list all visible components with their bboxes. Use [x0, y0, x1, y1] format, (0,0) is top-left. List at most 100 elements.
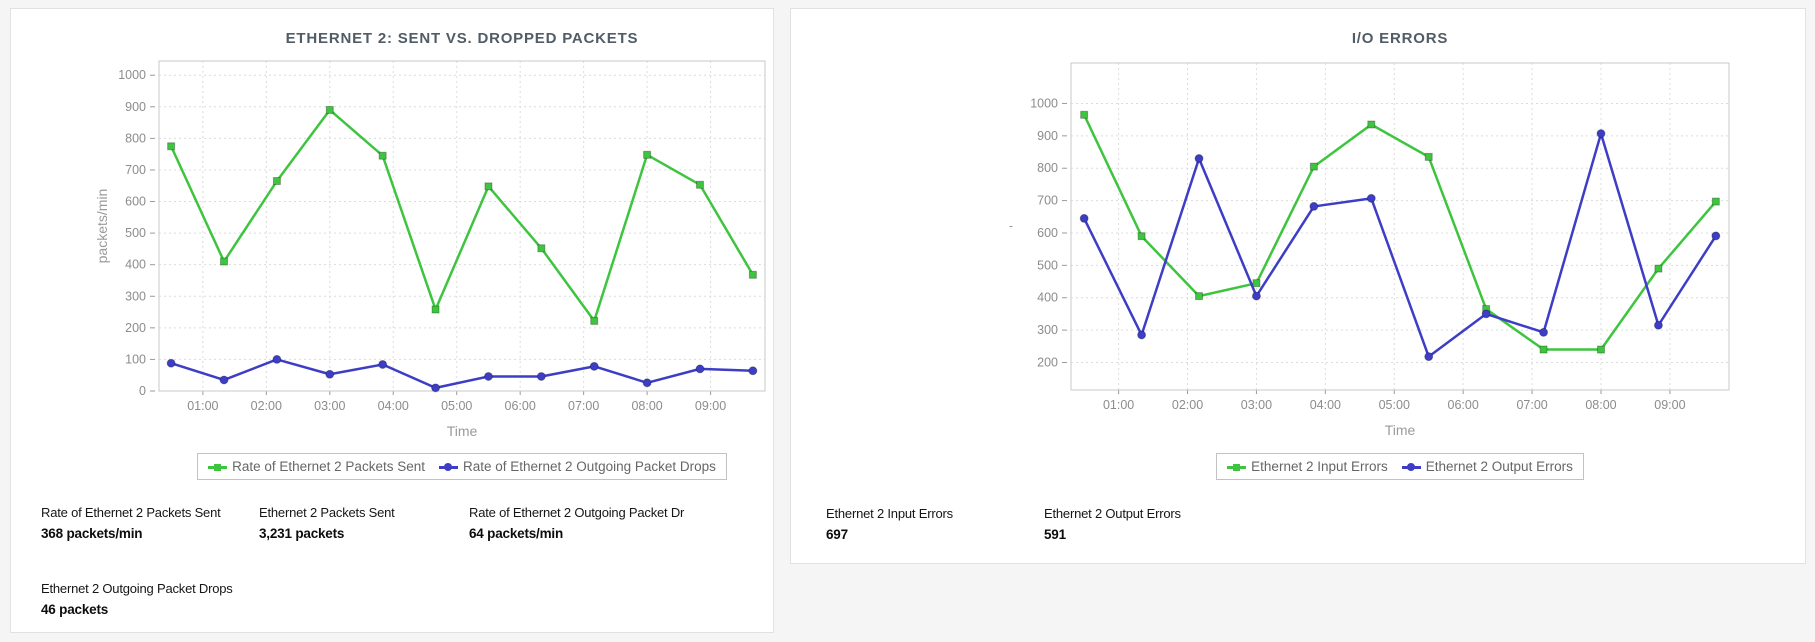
data-point-marker[interactable] — [748, 270, 757, 279]
data-point-marker[interactable] — [483, 371, 493, 381]
x-tick-label: 08:00 — [1585, 398, 1616, 412]
data-point-marker[interactable] — [590, 316, 599, 325]
y-tick-label: 400 — [125, 258, 146, 272]
data-point-marker[interactable] — [1539, 345, 1548, 354]
legend-item-packet-drops[interactable]: Rate of Ethernet 2 Outgoing Packet Drops — [438, 459, 716, 474]
data-point-marker[interactable] — [1080, 110, 1089, 119]
x-tick-label: 03:00 — [314, 399, 345, 413]
data-point-marker[interactable] — [431, 305, 440, 314]
panel-sent-vs-dropped: ETHERNET 2: SENT VS. DROPPED PACKETS 01:… — [10, 8, 774, 633]
data-point-marker[interactable] — [1252, 279, 1261, 288]
x-tick-label: 06:00 — [505, 399, 536, 413]
data-point-marker[interactable] — [1596, 129, 1606, 139]
stat-input-errors: Ethernet 2 Input Errors 697 — [826, 506, 1044, 542]
data-point-marker[interactable] — [589, 361, 599, 371]
x-tick-label: 09:00 — [695, 399, 726, 413]
x-axis-title: Time — [447, 423, 478, 439]
data-point-marker[interactable] — [166, 358, 176, 368]
stat-label: Rate of Ethernet 2 Outgoing Packet Dr — [469, 505, 685, 520]
data-point-marker[interactable] — [537, 244, 546, 253]
x-tick-label: 02:00 — [1172, 398, 1203, 412]
data-point-marker[interactable] — [1137, 232, 1146, 241]
data-point-marker[interactable] — [695, 180, 704, 189]
data-point-marker[interactable] — [378, 151, 387, 160]
data-point-marker[interactable] — [1653, 320, 1663, 330]
y-tick-label: 100 — [125, 352, 146, 366]
data-point-marker[interactable] — [220, 257, 229, 266]
data-point-marker[interactable] — [1137, 330, 1147, 340]
data-point-marker[interactable] — [272, 177, 281, 185]
data-point-marker[interactable] — [1079, 213, 1089, 223]
legend-label: Rate of Ethernet 2 Packets Sent — [232, 459, 425, 474]
legend-item-input-errors[interactable]: Ethernet 2 Input Errors — [1227, 459, 1388, 474]
legend-box: Rate of Ethernet 2 Packets Sent Rate of … — [197, 453, 727, 480]
legend-item-packets-sent[interactable]: Rate of Ethernet 2 Packets Sent — [208, 459, 425, 474]
data-point-marker[interactable] — [1539, 327, 1549, 337]
x-tick-label: 01:00 — [1103, 398, 1134, 412]
data-point-marker[interactable] — [643, 150, 652, 159]
data-point-marker[interactable] — [484, 182, 493, 191]
data-point-marker[interactable] — [1309, 201, 1319, 211]
plot-area[interactable] — [1070, 62, 1730, 391]
data-point-marker[interactable] — [167, 142, 176, 151]
data-point-marker[interactable] — [272, 354, 282, 364]
data-point-marker[interactable] — [1654, 264, 1663, 273]
y-axis-title: packets/min — [94, 189, 110, 264]
chart-legend: Ethernet 2 Input Errors Ethernet 2 Outpu… — [1071, 453, 1729, 480]
data-point-marker[interactable] — [536, 371, 546, 381]
data-point-marker[interactable] — [1711, 231, 1721, 241]
data-point-marker[interactable] — [1424, 352, 1434, 362]
stats-group: Rate of Ethernet 2 Packets Sent 368 pack… — [41, 505, 769, 617]
data-point-marker[interactable] — [325, 105, 334, 114]
stat-value: 64 packets/min — [469, 526, 564, 541]
data-point-marker[interactable] — [1194, 154, 1204, 164]
x-tick-label: 04:00 — [378, 399, 409, 413]
x-tick-label: 03:00 — [1241, 398, 1272, 412]
data-point-marker[interactable] — [431, 383, 441, 393]
y-tick-label: 1000 — [1030, 96, 1058, 110]
plot-area[interactable] — [158, 60, 766, 392]
data-point-marker[interactable] — [1366, 193, 1376, 203]
stat-rate-packet-drops: Rate of Ethernet 2 Outgoing Packet Dr 64… — [469, 505, 769, 541]
stat-label: Ethernet 2 Input Errors — [826, 506, 953, 521]
data-point-marker[interactable] — [1309, 162, 1318, 171]
series-0 — [167, 105, 757, 325]
stat-label: Rate of Ethernet 2 Packets Sent — [41, 505, 221, 520]
stat-label: Ethernet 2 Output Errors — [1044, 506, 1181, 521]
data-point-marker[interactable] — [325, 369, 335, 379]
x-tick-label: 04:00 — [1310, 398, 1341, 412]
y-tick-label: 700 — [125, 163, 146, 177]
data-point-marker[interactable] — [1596, 345, 1605, 354]
y-tick-label: 600 — [1037, 226, 1058, 240]
x-tick-label: 06:00 — [1448, 398, 1479, 412]
chart-title: ETHERNET 2: SENT VS. DROPPED PACKETS — [285, 30, 639, 47]
data-point-marker[interactable] — [1251, 291, 1261, 301]
stat-output-errors: Ethernet 2 Output Errors 591 — [1044, 506, 1262, 542]
legend-item-output-errors[interactable]: Ethernet 2 Output Errors — [1401, 459, 1573, 474]
stat-packet-drops: Ethernet 2 Outgoing Packet Drops 46 pack… — [41, 581, 259, 617]
stat-packets-sent: Ethernet 2 Packets Sent 3,231 packets — [259, 505, 469, 541]
series-line — [169, 358, 755, 390]
data-point-marker[interactable] — [378, 359, 388, 369]
data-point-marker[interactable] — [1481, 309, 1491, 319]
legend-circle-marker-icon — [1401, 461, 1421, 473]
data-point-marker[interactable] — [642, 378, 652, 388]
y-axis-title: ' — [1006, 225, 1022, 228]
legend-square-marker-icon — [1227, 461, 1247, 473]
y-tick-label: 800 — [125, 131, 146, 145]
data-point-marker[interactable] — [219, 375, 229, 385]
data-point-marker[interactable] — [695, 364, 705, 374]
y-tick-label: 900 — [1037, 129, 1058, 143]
line-chart-io-errors[interactable]: 01:00 02:00 03:00 04:00 05:00 06:00 07:00 08:00… — [791, 49, 1806, 449]
data-point-marker[interactable] — [1711, 197, 1720, 206]
data-point-marker[interactable] — [748, 366, 758, 376]
data-point-marker[interactable] — [1195, 292, 1204, 301]
data-point-marker[interactable] — [1367, 120, 1376, 129]
x-tick-label: 01:00 — [187, 399, 218, 413]
series-1 — [166, 354, 758, 393]
y-tick-label: 400 — [1037, 291, 1058, 305]
data-point-marker[interactable] — [1424, 152, 1433, 161]
y-tick-label: 500 — [1037, 258, 1058, 272]
x-tick-label: 05:00 — [1379, 398, 1410, 412]
line-chart-sent-vs-dropped[interactable]: 01:00 02:00 03:00 04:00 05:00 06:00 07:00 08:00… — [11, 49, 774, 449]
